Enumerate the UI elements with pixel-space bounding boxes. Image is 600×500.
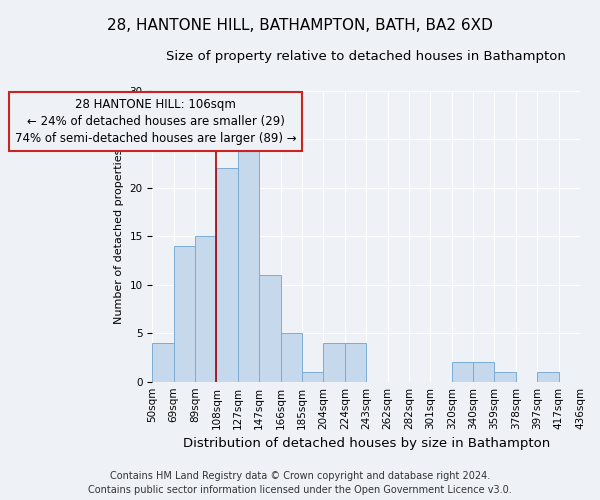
X-axis label: Distribution of detached houses by size in Bathampton: Distribution of detached houses by size …	[182, 437, 550, 450]
Bar	[494, 372, 516, 382]
Bar	[323, 343, 345, 382]
Bar	[452, 362, 473, 382]
Text: 28, HANTONE HILL, BATHAMPTON, BATH, BA2 6XD: 28, HANTONE HILL, BATHAMPTON, BATH, BA2 …	[107, 18, 493, 32]
Text: 28 HANTONE HILL: 106sqm
← 24% of detached houses are smaller (29)
74% of semi-de: 28 HANTONE HILL: 106sqm ← 24% of detache…	[15, 98, 296, 146]
Bar	[473, 362, 494, 382]
Bar	[217, 168, 238, 382]
Bar	[259, 275, 281, 382]
Bar	[537, 372, 559, 382]
Bar	[152, 343, 174, 382]
Y-axis label: Number of detached properties: Number of detached properties	[114, 148, 124, 324]
Title: Size of property relative to detached houses in Bathampton: Size of property relative to detached ho…	[166, 50, 566, 63]
Bar	[302, 372, 323, 382]
Bar	[195, 236, 217, 382]
Bar	[174, 246, 195, 382]
Bar	[281, 333, 302, 382]
Text: Contains HM Land Registry data © Crown copyright and database right 2024.
Contai: Contains HM Land Registry data © Crown c…	[88, 471, 512, 495]
Bar	[345, 343, 366, 382]
Bar	[238, 149, 259, 382]
